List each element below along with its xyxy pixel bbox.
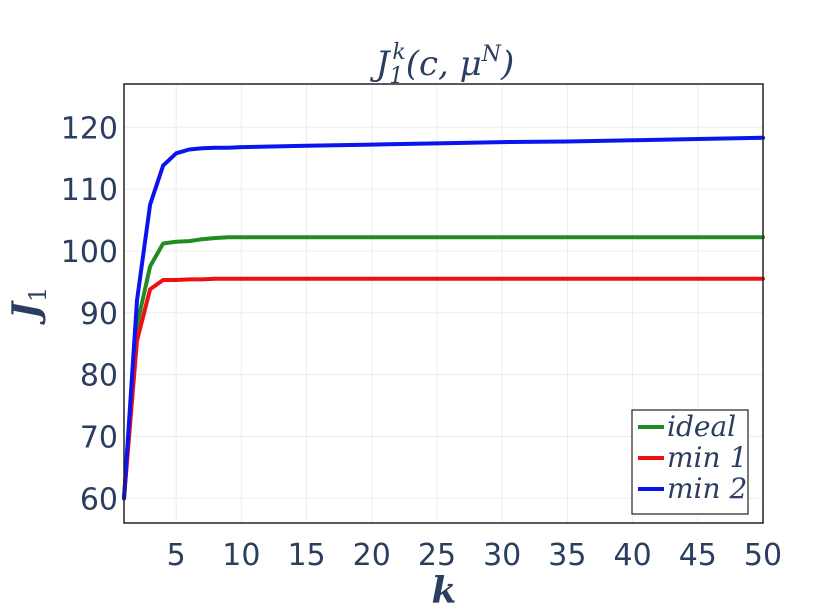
- title-args-superscript: N: [481, 42, 502, 67]
- title-subscript: 1: [389, 64, 403, 89]
- y-axis-title-subscript: 1: [24, 287, 52, 302]
- series-line-1: [122, 235, 765, 501]
- x-tick-label: 30: [483, 538, 521, 573]
- x-tick-labels: 5 10 15 20 25 30 35 40 45 50: [167, 538, 782, 573]
- y-tick-label: 70: [80, 420, 118, 455]
- legend-label: min 2: [667, 472, 747, 505]
- y-tick-label: 80: [80, 359, 118, 394]
- grid: [124, 84, 764, 523]
- title-args: (c, μ: [406, 44, 482, 84]
- legend-label: min 1: [667, 441, 747, 474]
- y-tick-label: 120: [61, 111, 118, 146]
- series-line-2: [122, 276, 765, 501]
- plot-frame: [123, 83, 764, 524]
- x-tick-label: 35: [548, 538, 586, 573]
- x-tick-label: 20: [353, 538, 391, 573]
- x-axis-title: k: [432, 570, 457, 610]
- y-tick-label: 90: [80, 297, 118, 332]
- legend-label: ideal: [667, 410, 736, 443]
- series-line-3: [122, 135, 765, 501]
- y-axis-title: J1: [5, 287, 52, 325]
- y-tick-label: 110: [61, 173, 118, 208]
- x-tick-label: 15: [287, 538, 325, 573]
- title-args-close: ): [500, 44, 514, 84]
- y-tick-label: 100: [61, 235, 118, 270]
- title-superscript: k: [392, 40, 405, 65]
- chart-title: J1k(c, μN): [370, 40, 515, 89]
- x-tick-label: 50: [744, 538, 782, 573]
- y-tick-labels: 60 70 80 90 100 110 120: [61, 111, 118, 517]
- x-tick-label: 5: [167, 538, 186, 573]
- y-axis-title-main: J: [5, 300, 47, 325]
- x-tick-label: 25: [418, 538, 456, 573]
- y-tick-label: 60: [80, 482, 118, 517]
- x-tick-label: 40: [613, 538, 651, 573]
- x-tick-label: 10: [222, 538, 260, 573]
- series-lines: [122, 135, 765, 501]
- title-main: J: [370, 44, 392, 84]
- x-tick-label: 45: [679, 538, 717, 573]
